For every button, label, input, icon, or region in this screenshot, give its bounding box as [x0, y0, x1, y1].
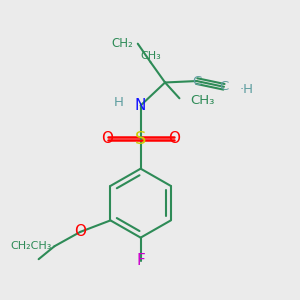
- Text: ·H: ·H: [240, 83, 254, 96]
- Text: N: N: [135, 98, 146, 113]
- Text: O: O: [102, 131, 114, 146]
- Text: O: O: [168, 131, 180, 146]
- Text: C: C: [219, 80, 229, 93]
- Text: O: O: [74, 224, 86, 239]
- Text: CH₂CH₃: CH₂CH₃: [10, 241, 52, 251]
- Text: CH₃: CH₃: [190, 94, 215, 107]
- Text: S: S: [135, 130, 146, 148]
- Text: CH₂: CH₂: [112, 37, 134, 50]
- Text: F: F: [136, 253, 145, 268]
- Text: CH₃: CH₃: [140, 51, 161, 61]
- Text: C: C: [192, 74, 201, 88]
- Text: H: H: [114, 95, 124, 109]
